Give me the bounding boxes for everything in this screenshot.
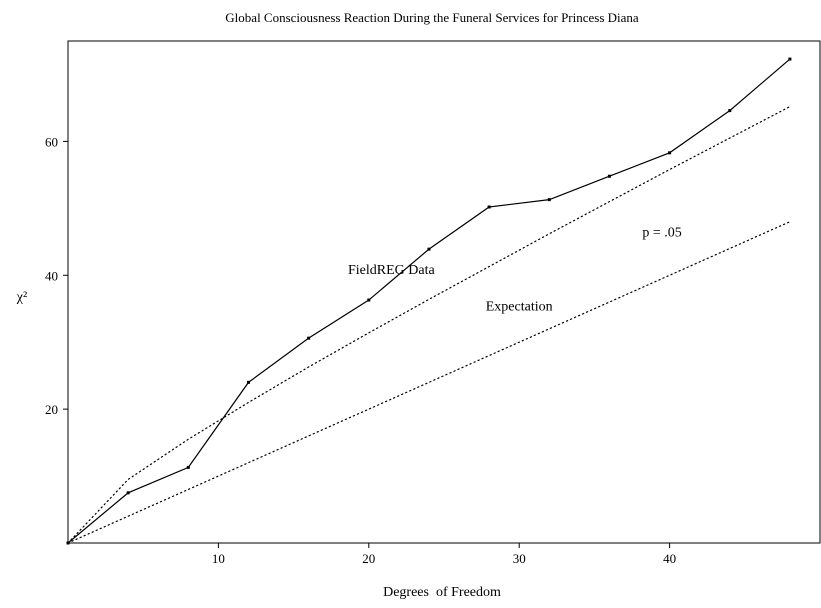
annotation-expectation: Expectation [486, 300, 553, 315]
data-point [788, 57, 792, 61]
plot-frame [67, 40, 821, 544]
y-axis-label: χ² [16, 290, 27, 305]
data-point [728, 109, 732, 113]
data-point [307, 336, 311, 340]
ticks-layer: 10 20 30 40 20 40 60 [45, 134, 676, 566]
data-point [547, 198, 551, 202]
data-point [367, 298, 371, 302]
chart-title: Global Consciousness Reaction During the… [225, 10, 639, 25]
x-tick-label: 20 [362, 551, 375, 566]
series-line-expectation [67, 221, 791, 544]
data-point [427, 247, 431, 251]
data-point [126, 491, 130, 495]
y-tick-label: 40 [45, 268, 58, 283]
data-point [487, 205, 491, 209]
y-tick-label: 60 [45, 134, 58, 149]
data-point [186, 465, 190, 469]
series-line-p-05 [67, 105, 791, 544]
y-tick-label: 20 [45, 402, 58, 417]
series-line-fieldreg-data [67, 58, 791, 544]
data-point [246, 380, 250, 384]
data-point [668, 151, 672, 155]
annotation-p-05: p = .05 [642, 225, 681, 240]
x-tick-label: 10 [212, 551, 225, 566]
x-tick-label: 30 [513, 551, 526, 566]
data-point [607, 174, 611, 178]
series-layer [66, 57, 792, 545]
annotation-layer: FieldREG Data p = .05 Expectation [348, 225, 682, 314]
x-tick-label: 40 [663, 551, 676, 566]
x-axis-label: Degrees of Freedom [383, 585, 501, 600]
annotation-fieldreg-data: FieldREG Data [348, 263, 435, 278]
